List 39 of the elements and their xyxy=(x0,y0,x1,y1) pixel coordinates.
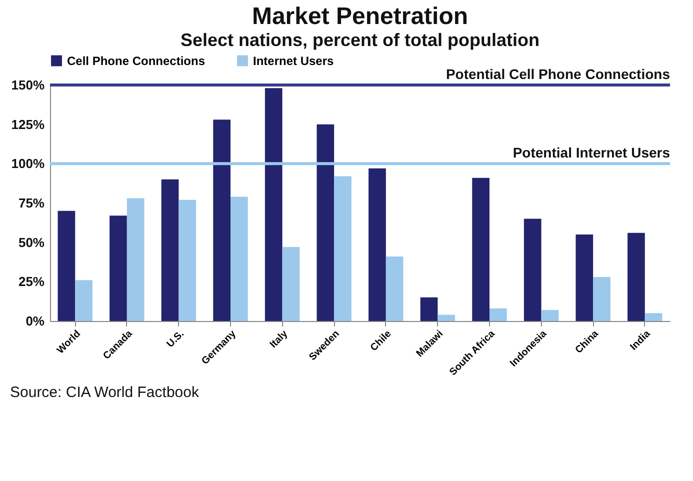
bar xyxy=(576,234,594,321)
bar xyxy=(161,179,179,321)
chart-title: Market Penetration xyxy=(252,3,468,30)
source-note: Source: CIA World Factbook xyxy=(10,384,200,401)
y-tick-label: 25% xyxy=(18,274,45,290)
bar xyxy=(541,310,559,321)
x-tick-label: U.S. xyxy=(164,328,187,350)
bar xyxy=(110,216,127,321)
chart-subtitle: Select nations, percent of total population xyxy=(180,30,540,50)
legend-label: Cell Phone Connections xyxy=(67,54,206,68)
ref-line-label: Potential Cell Phone Connections xyxy=(446,66,670,82)
bar xyxy=(438,314,456,321)
bar xyxy=(334,176,352,321)
bar xyxy=(213,120,231,321)
bar xyxy=(368,168,386,321)
bar xyxy=(282,247,300,321)
bar xyxy=(628,232,645,321)
y-tick-label: 150% xyxy=(11,78,45,92)
bar xyxy=(75,280,92,321)
bar xyxy=(316,124,334,321)
bar xyxy=(230,196,248,321)
bar xyxy=(524,218,542,321)
y-tick-label: 50% xyxy=(18,234,45,250)
y-tick-label: 100% xyxy=(11,156,45,172)
bar xyxy=(58,210,76,321)
ref-line-label: Potential Internet Users xyxy=(512,144,670,161)
y-tick-label: 75% xyxy=(18,196,45,210)
bar xyxy=(178,200,196,321)
bar xyxy=(386,256,404,321)
bar xyxy=(644,313,662,321)
bar xyxy=(472,178,490,321)
y-tick-label: 0% xyxy=(26,314,45,328)
y-tick-label: 125% xyxy=(11,116,45,132)
bar xyxy=(420,297,438,321)
bar xyxy=(264,88,282,321)
bar xyxy=(593,276,610,321)
bar xyxy=(489,308,507,321)
bar xyxy=(126,198,144,321)
legend-label: Internet Users xyxy=(253,54,334,68)
